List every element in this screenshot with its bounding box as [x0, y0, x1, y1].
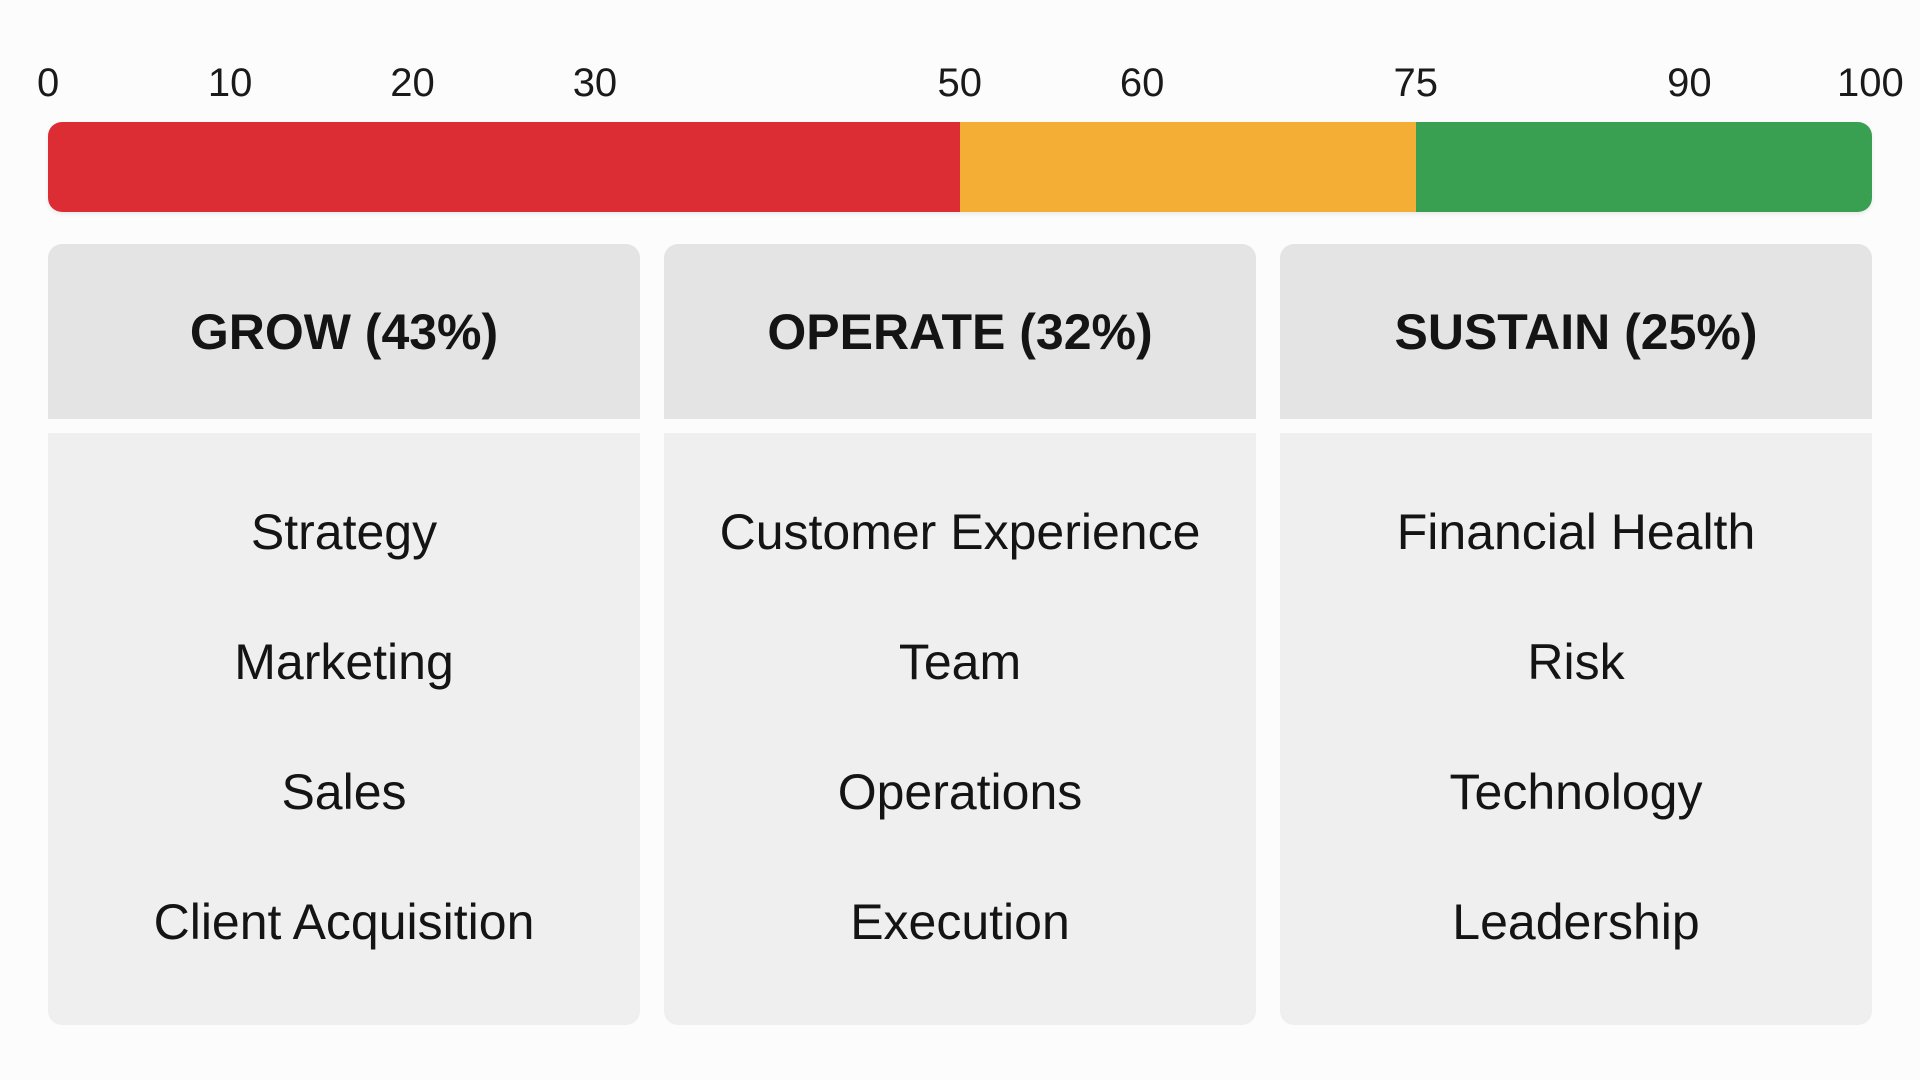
column-item: Marketing	[234, 634, 454, 690]
category-columns: GROW (43%) Strategy Marketing Sales Clie…	[48, 244, 1872, 1025]
column-item: Execution	[850, 894, 1070, 950]
column-header-sustain: SUSTAIN (25%)	[1280, 244, 1872, 419]
scale-segment-green	[1416, 122, 1872, 212]
column-item: Technology	[1449, 764, 1703, 820]
column-item: Leadership	[1452, 894, 1700, 950]
column-item: Client Acquisition	[153, 894, 535, 950]
column-item: Strategy	[250, 504, 438, 560]
column-header-grow: GROW (43%)	[48, 244, 640, 419]
column-item: Team	[898, 634, 1022, 690]
column-operate: OPERATE (32%) Customer Experience Team O…	[664, 244, 1256, 1025]
column-body-operate: Customer Experience Team Operations Exec…	[664, 433, 1256, 1025]
scale-segment-amber	[960, 122, 1416, 212]
scale-tick-label: 50	[937, 61, 983, 105]
column-item: Sales	[281, 764, 407, 820]
column-item: Operations	[837, 764, 1083, 820]
scale-tick-label: 60	[1119, 61, 1165, 105]
scale-tick-label: 20	[390, 61, 435, 105]
column-header-operate: OPERATE (32%)	[664, 244, 1256, 419]
scale-tick-label: 90	[1667, 61, 1712, 105]
scale-tick-label: 10	[207, 61, 253, 105]
scale-tick-label: 75	[1393, 61, 1439, 105]
scale-tick-label: 0	[37, 61, 60, 105]
scale-segment-red	[48, 122, 960, 212]
column-item: Risk	[1527, 634, 1625, 690]
column-body-grow: Strategy Marketing Sales Client Acquisit…	[48, 433, 640, 1025]
column-item: Customer Experience	[719, 504, 1201, 560]
scale-tick-label: 100	[1837, 61, 1904, 105]
scale-tick-label: 30	[572, 61, 618, 105]
column-grow: GROW (43%) Strategy Marketing Sales Clie…	[48, 244, 640, 1025]
scale-tick-labels: 0 10 20 30 50 60 75 90 100	[0, 58, 1920, 108]
column-item: Financial Health	[1396, 504, 1756, 560]
column-body-sustain: Financial Health Risk Technology Leaders…	[1280, 433, 1872, 1025]
score-scale-bar	[48, 122, 1872, 212]
column-sustain: SUSTAIN (25%) Financial Health Risk Tech…	[1280, 244, 1872, 1025]
